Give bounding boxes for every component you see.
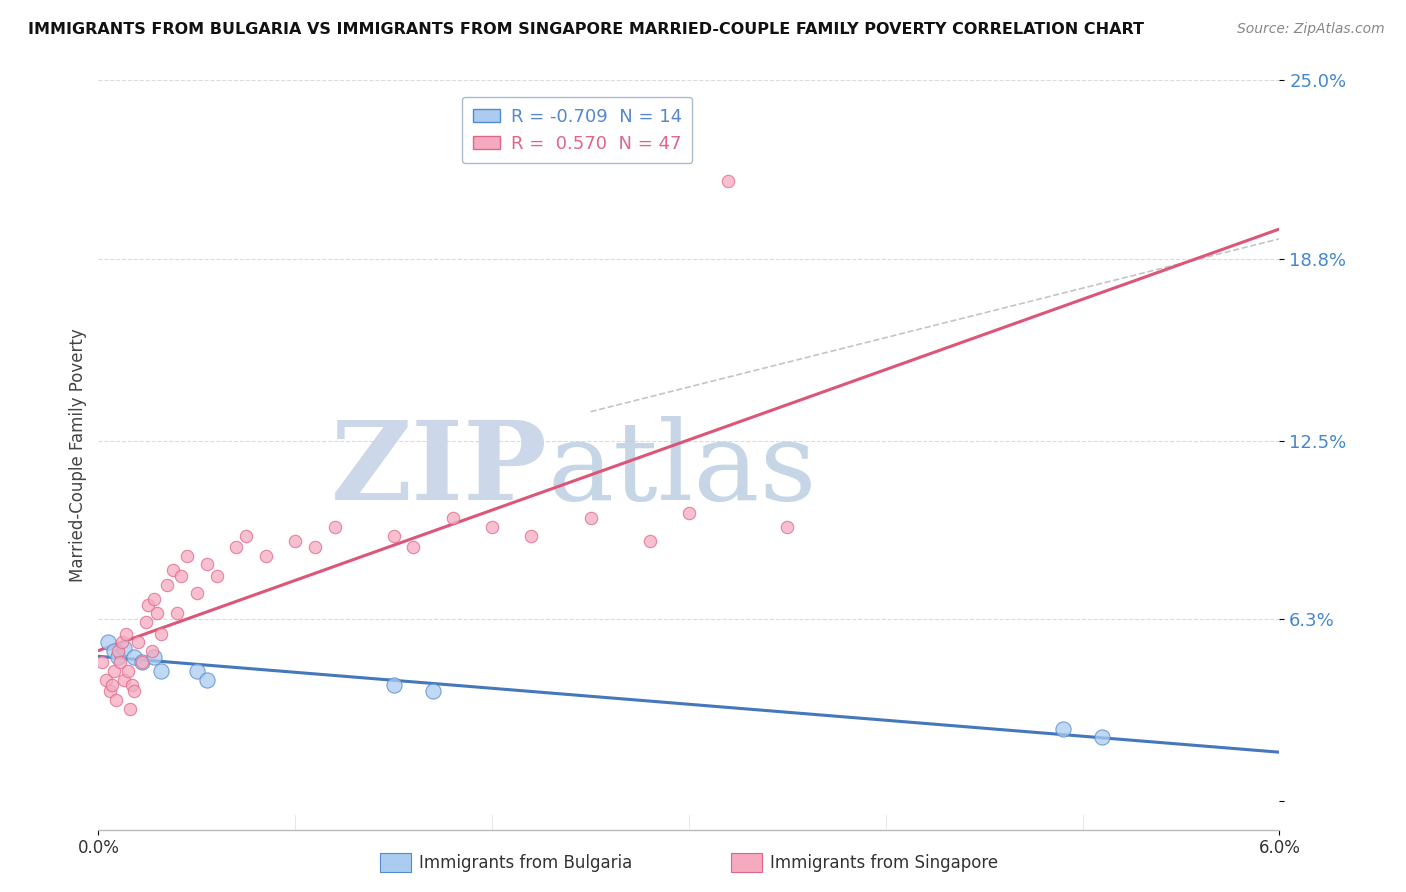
Point [1052,722,1074,736]
Point [141,644,163,658]
Point [91,656,114,670]
Point [382,528,405,542]
Point [131,656,153,670]
Point [103,664,125,678]
Point [481,520,503,534]
Point [422,684,444,698]
Point [112,640,135,655]
Text: atlas: atlas [547,417,817,524]
Point [127,635,149,649]
Point [131,656,153,670]
Point [142,649,165,664]
Point [235,528,257,542]
Point [122,649,145,664]
Text: Immigrants from Bulgaria: Immigrants from Bulgaria [419,854,633,871]
Point [382,678,405,692]
Point [186,586,208,600]
Point [579,511,602,525]
Point [284,534,307,549]
Point [678,506,700,520]
Point [195,558,218,572]
Point [186,664,208,678]
Point [108,656,131,670]
Point [142,592,165,607]
Point [166,607,188,621]
Point [304,540,326,554]
Text: Immigrants from Singapore: Immigrants from Singapore [770,854,998,871]
Point [776,520,799,534]
Point [121,678,143,692]
Point [112,673,135,687]
Point [225,540,247,554]
Text: IMMIGRANTS FROM BULGARIA VS IMMIGRANTS FROM SINGAPORE MARRIED-COUPLE FAMILY POVE: IMMIGRANTS FROM BULGARIA VS IMMIGRANTS F… [28,22,1144,37]
Point [98,684,121,698]
Point [118,701,141,715]
Point [323,520,346,534]
Point [111,635,134,649]
Point [136,598,159,612]
Point [96,673,118,687]
Point [107,644,129,658]
Point [150,626,173,640]
Point [520,528,543,542]
Point [717,174,740,188]
Text: ZIP: ZIP [330,417,547,524]
Point [103,644,125,658]
Point [638,534,661,549]
Point [205,569,228,583]
Point [156,577,179,591]
Point [254,549,277,563]
Point [107,649,129,664]
Point [117,664,139,678]
Y-axis label: Married-Couple Family Poverty: Married-Couple Family Poverty [69,328,87,582]
Point [115,626,138,640]
Point [135,615,157,629]
Point [105,693,128,707]
Point [101,678,124,692]
Point [195,673,218,687]
Text: Source: ZipAtlas.com: Source: ZipAtlas.com [1237,22,1385,37]
Point [1091,731,1114,745]
Point [97,635,120,649]
Point [402,540,425,554]
Point [176,549,198,563]
Point [441,511,464,525]
Point [146,607,169,621]
Point [170,569,193,583]
Point [122,684,145,698]
Legend: R = -0.709  N = 14, R =  0.570  N = 47: R = -0.709 N = 14, R = 0.570 N = 47 [461,97,693,163]
Point [162,563,184,577]
Point [150,664,173,678]
